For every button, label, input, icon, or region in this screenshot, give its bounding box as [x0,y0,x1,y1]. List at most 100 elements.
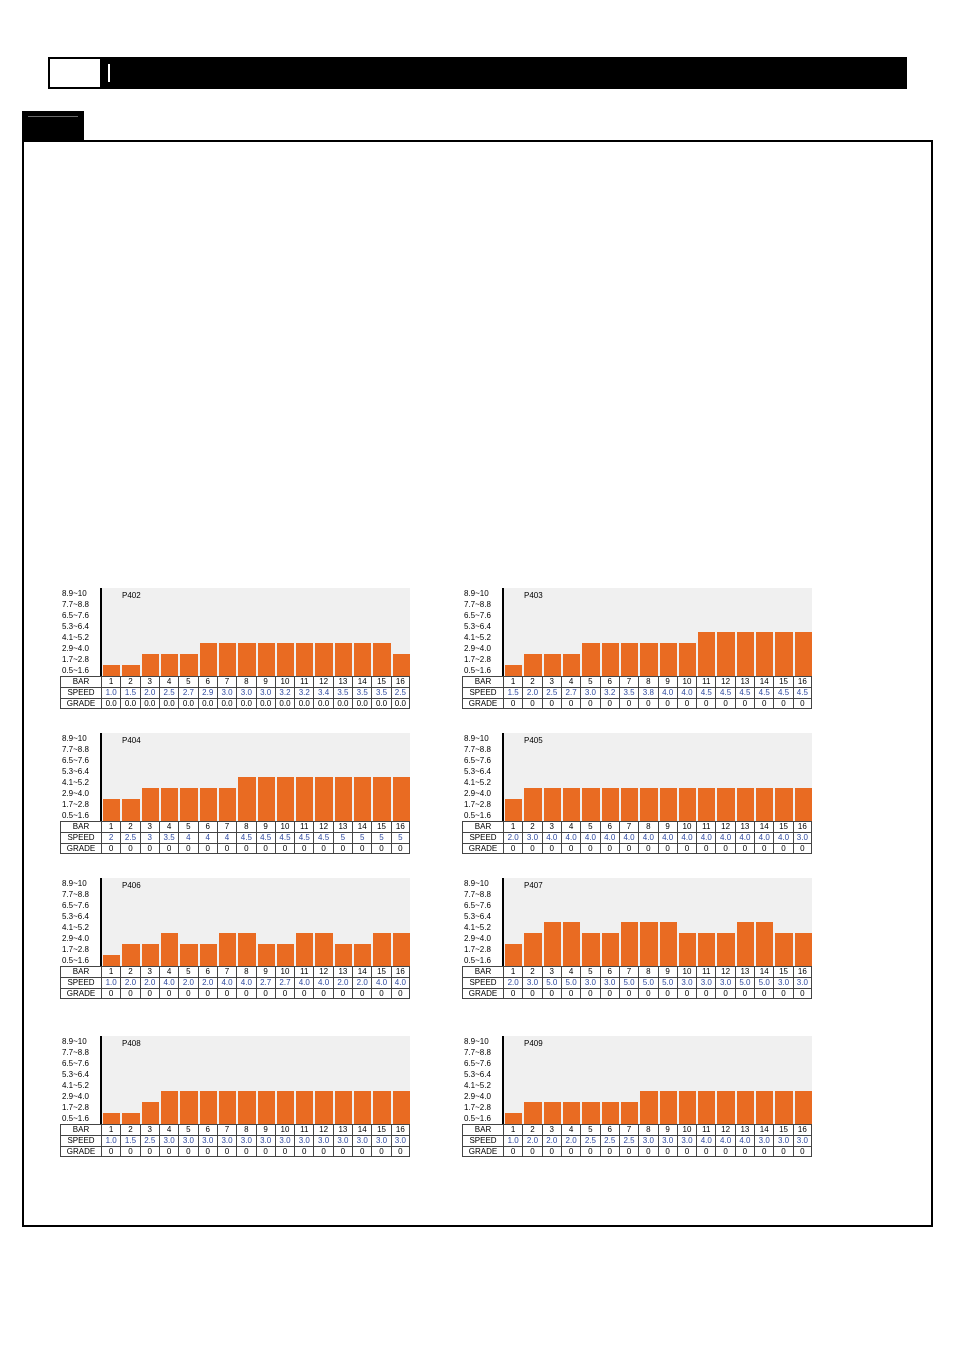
bar-number-cell: 7 [216,821,237,832]
grade-cell: 0 [560,843,581,854]
speed-bar [296,643,314,676]
speed-cell: 2.0 [560,1135,581,1146]
grade-cell: 0 [638,698,658,709]
grade-cell: 0 [313,843,333,854]
speed-bar [354,643,372,676]
speed-bar [354,944,372,966]
speed-bar [218,788,237,821]
bar-number-cell: 5 [580,966,600,977]
grade-cell: 0 [773,698,793,709]
y-tick-label: 1.7~2.8 [464,945,491,954]
speed-bar [582,1102,600,1124]
bar-number-cell: 11 [696,821,716,832]
row-label: SPEED [462,1135,503,1146]
grade-cell: 0 [715,698,735,709]
bar-number-cell: 5 [178,821,198,832]
y-tick-label: 8.9~10 [62,589,87,598]
speed-bar [524,654,542,676]
grade-cell: 0 [580,843,600,854]
y-tick-label: 4.1~5.2 [464,633,491,642]
speed-cell: 4.5 [313,832,333,843]
speed-bar [218,643,237,676]
speed-bar [296,1091,314,1124]
speed-bar [296,933,314,966]
bar-number-cell: 8 [638,676,658,687]
speed-cell: 3.0 [657,1135,677,1146]
y-tick-label: 8.9~10 [464,879,489,888]
program-title: P402 [122,591,141,600]
grade-cell: 0 [541,698,561,709]
grade-cell: 0.0 [216,698,237,709]
speed-cell: 3.0 [236,1135,256,1146]
speed-cell: 3.0 [792,977,812,988]
bar-number-cell: 10 [274,821,295,832]
speed-cell: 3.0 [792,832,812,843]
grade-cell: 0 [715,843,735,854]
bar-number-cell: 5 [178,1124,198,1135]
speed-bar [392,1091,410,1124]
grade-cell: 0 [522,988,542,999]
speed-cell: 3.0 [715,977,735,988]
grade-cell: 0 [332,988,353,999]
speed-cell: 3.5 [352,687,372,698]
bar-number-cell: 13 [332,821,353,832]
speed-cell: 3.0 [580,977,600,988]
bar-number-cell: 6 [197,676,217,687]
speed-bar [199,1091,217,1124]
speed-bar [505,944,523,966]
speed-cell: 4.0 [715,832,735,843]
speed-bar [736,788,755,821]
bar-number-cell: 13 [332,1124,353,1135]
speed-cell: 4.0 [638,832,658,843]
grade-cell: 0 [657,988,677,999]
grade-cell: 0 [274,1146,295,1157]
speed-bar [315,643,333,676]
y-tick-label: 6.5~7.6 [464,1059,491,1068]
bar-number-cell: 6 [599,966,619,977]
bar-number-cell: 2 [120,966,140,977]
grade-cell: 0 [332,1146,353,1157]
speed-cell: 2.0 [522,687,542,698]
bar-number-cell: 4 [560,676,581,687]
grade-cell: 0.0 [371,698,391,709]
program-title: P403 [524,591,543,600]
bar-number-cell: 16 [390,966,410,977]
y-tick-label: 8.9~10 [464,734,489,743]
bar-number-cell: 1 [101,1124,121,1135]
bar-number-cell: 15 [773,1124,793,1135]
grade-cell: 0 [197,1146,217,1157]
speed-cell: 2.7 [255,977,275,988]
y-tick-label: 4.1~5.2 [62,778,89,787]
speed-cell: 3.2 [274,687,295,698]
speed-cell: 4.0 [580,832,600,843]
speed-cell: 4.0 [371,977,391,988]
grade-cell: 0 [676,698,697,709]
speed-bar [698,933,716,966]
bar-number-cell: 9 [255,821,275,832]
y-tick-label: 6.5~7.6 [464,756,491,765]
speed-bar [392,654,410,676]
grade-cell: 0 [541,988,561,999]
speed-bar [640,643,658,676]
speed-cell: 3.0 [390,1135,410,1146]
speed-cell: 4.0 [657,687,677,698]
speed-cell: 2.0 [139,687,159,698]
bar-number-cell: 13 [332,966,353,977]
bar-number-cell: 4 [560,966,581,977]
speed-bar [218,1091,237,1124]
speed-cell: 3.0 [638,1135,658,1146]
grade-cell: 0 [236,843,256,854]
speed-bar [601,788,619,821]
grade-cell: 0 [734,698,755,709]
bar-number-cell: 16 [390,821,410,832]
grade-cell: 0 [773,843,793,854]
y-tick-label: 4.1~5.2 [464,1081,491,1090]
speed-cell: 3.4 [313,687,333,698]
program-title: P404 [122,736,141,745]
speed-cell: 3.0 [773,1135,793,1146]
speed-bar [543,1102,561,1124]
bar-number-cell: 8 [236,966,256,977]
grade-cell: 0.0 [332,698,353,709]
speed-bar [775,1091,793,1124]
grade-cell: 0 [197,988,217,999]
